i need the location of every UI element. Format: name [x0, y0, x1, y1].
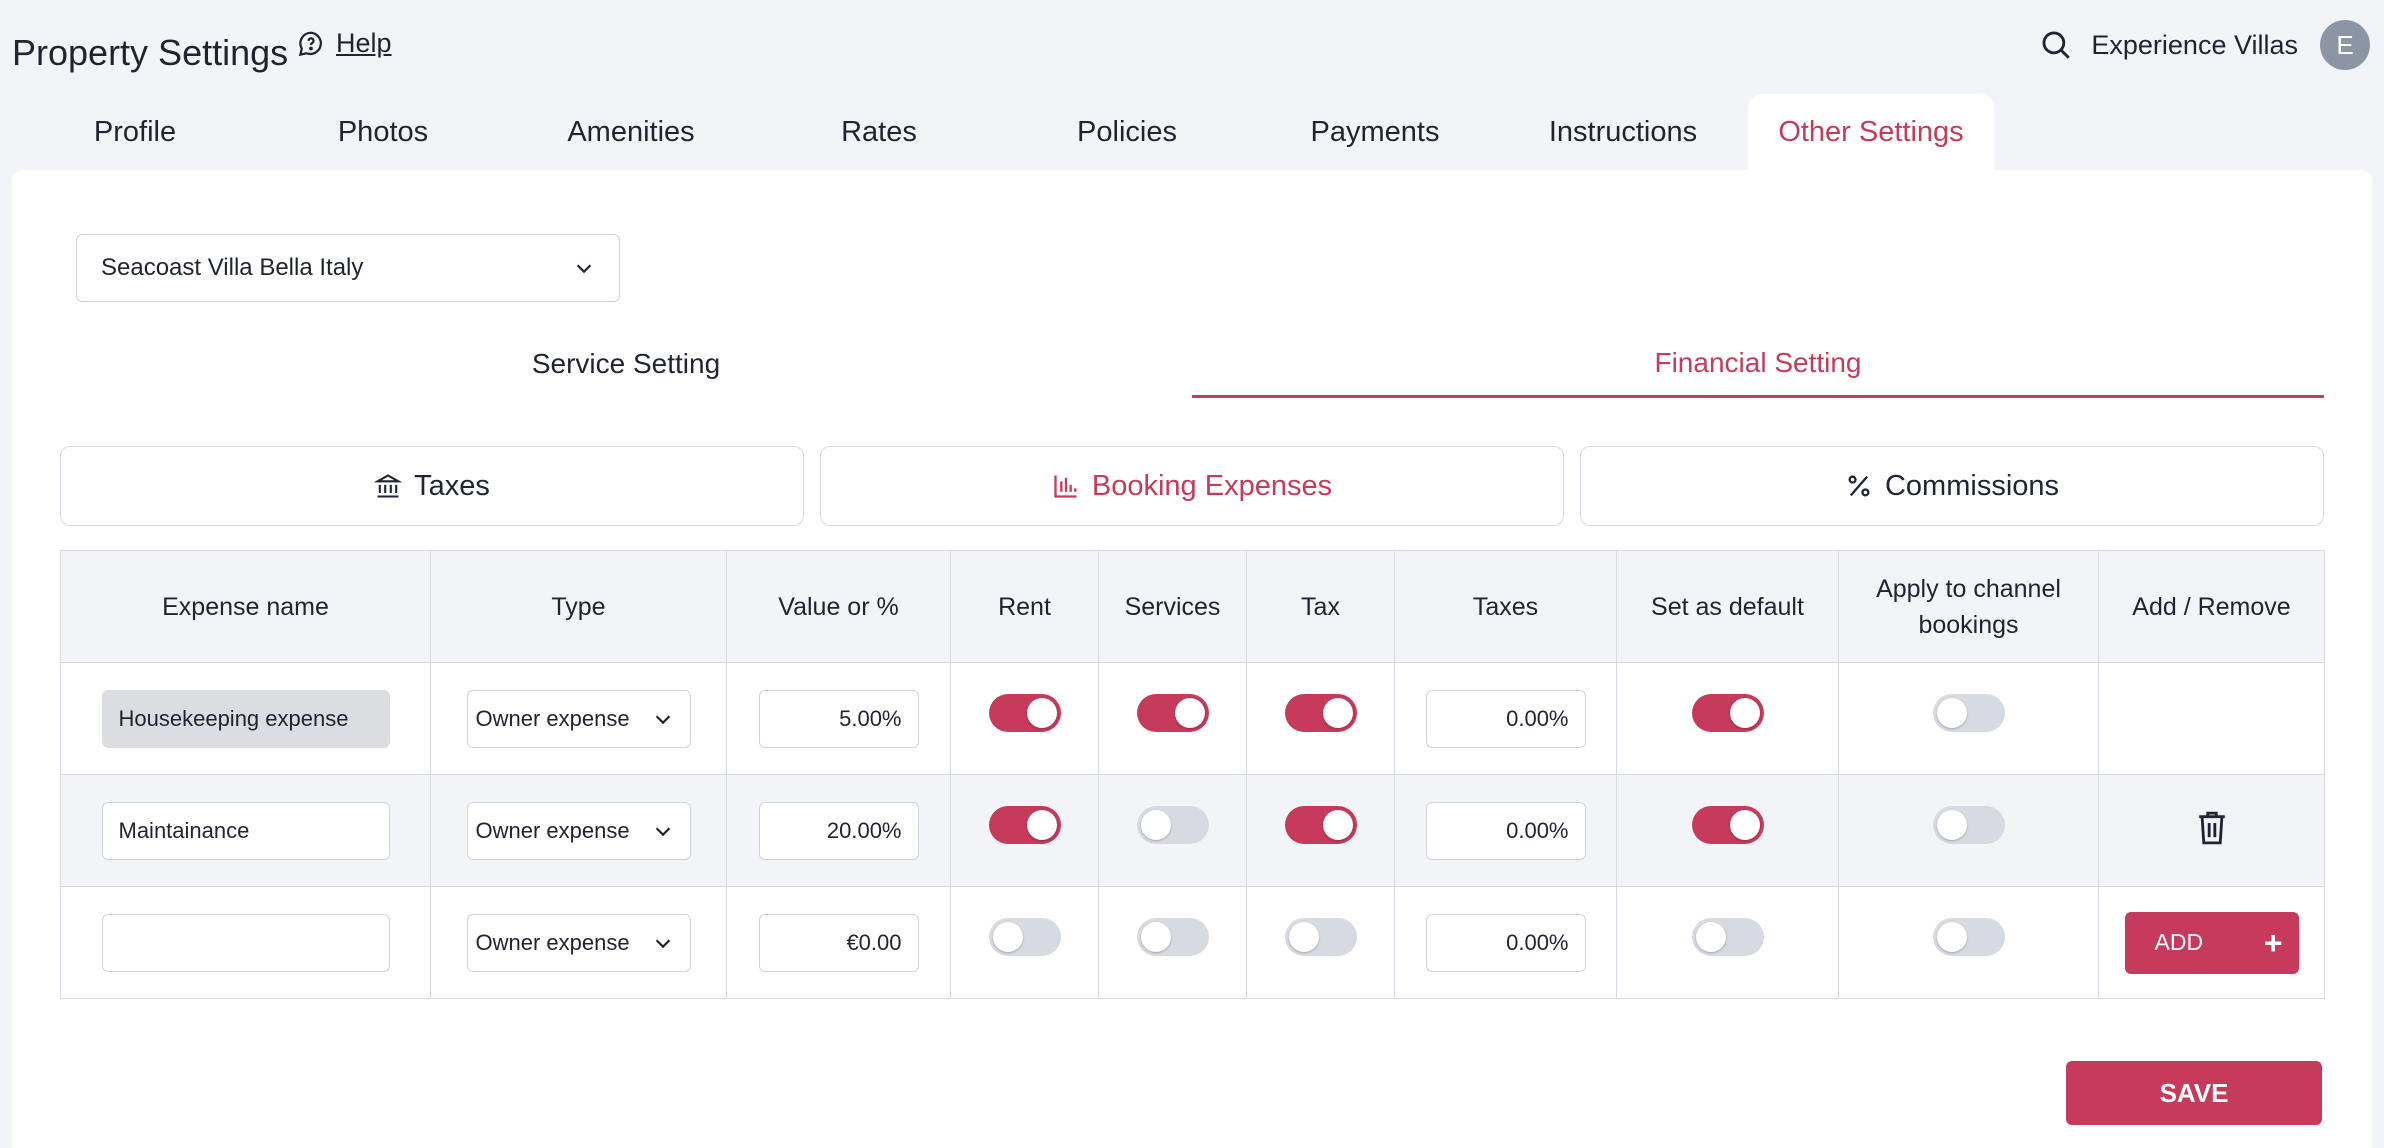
chevron-down-icon: [655, 938, 670, 948]
bank-icon: [374, 474, 403, 498]
property-select-value: Seacoast Villa Bella Italy: [101, 254, 364, 281]
type-select[interactable]: Owner expense: [466, 689, 691, 748]
tab-profile[interactable]: Profile: [93, 115, 177, 148]
bar-chart-icon: [1054, 475, 1077, 498]
chevron-down-icon: [655, 714, 670, 724]
tab-photos[interactable]: Photos: [337, 115, 429, 148]
tab-amenities[interactable]: Amenities: [567, 115, 695, 148]
type-select-value: Owner expense: [475, 929, 630, 955]
type-select-value: Owner expense: [475, 705, 630, 731]
expense-name-input[interactable]: [101, 801, 390, 860]
default-toggle[interactable]: [1691, 806, 1764, 844]
value-input[interactable]: [758, 913, 919, 972]
subtab-service-setting[interactable]: Service Setting: [531, 348, 721, 379]
tax-toggle[interactable]: [1284, 694, 1357, 732]
col-tax: Tax: [1246, 550, 1395, 663]
services-toggle[interactable]: [1136, 918, 1209, 956]
type-select-value: Owner expense: [475, 817, 630, 843]
search-icon[interactable]: [2039, 28, 2073, 62]
channel-toggle[interactable]: [1932, 694, 2005, 732]
add-label: ADD: [2154, 929, 2204, 955]
org-name: Experience Villas: [2091, 29, 2298, 60]
page-title: Property Settings: [12, 32, 289, 73]
header-right: Experience Villas E: [2039, 20, 2370, 70]
header: Property Settings Help Experience Villas…: [0, 0, 2384, 92]
col-apply-channel: Apply to channel bookings: [1838, 550, 2099, 663]
tab-policies[interactable]: Policies: [1077, 115, 1177, 148]
col-type: Type: [430, 550, 727, 663]
help-label[interactable]: Help: [336, 28, 392, 58]
add-remove-cell: [2098, 662, 2325, 775]
taxes-label: Taxes: [414, 469, 490, 502]
services-toggle[interactable]: [1136, 806, 1209, 844]
col-value: Value or %: [726, 550, 951, 663]
col-set-as-default: Set as default: [1616, 550, 1839, 663]
tab-rates[interactable]: Rates: [841, 115, 917, 148]
rent-toggle[interactable]: [988, 918, 1061, 956]
services-toggle[interactable]: [1136, 694, 1209, 732]
default-toggle[interactable]: [1691, 918, 1764, 956]
commissions-label: Commissions: [1884, 469, 2060, 502]
booking-expenses-label: Booking Expenses: [1091, 469, 1333, 502]
col-taxes: Taxes: [1394, 550, 1617, 663]
taxes-input[interactable]: [1425, 801, 1586, 860]
table-row: Owner expense ADD +: [60, 886, 2325, 999]
tab-payments[interactable]: Payments: [1310, 115, 1440, 148]
chevron-down-icon: [576, 264, 592, 274]
table-row: Owner expense: [60, 662, 2325, 775]
channel-toggle[interactable]: [1932, 806, 2005, 844]
tab-other-settings[interactable]: Other Settings: [1748, 94, 1994, 170]
type-select[interactable]: Owner expense: [466, 913, 691, 972]
table-row: Owner expense: [60, 774, 2325, 887]
trash-icon[interactable]: [2195, 809, 2229, 847]
value-input[interactable]: [758, 801, 919, 860]
tax-toggle[interactable]: [1284, 918, 1357, 956]
save-button[interactable]: SAVE: [2066, 1061, 2322, 1125]
channel-toggle[interactable]: [1932, 918, 2005, 956]
tax-toggle[interactable]: [1284, 806, 1357, 844]
avatar[interactable]: E: [2320, 20, 2370, 70]
property-select[interactable]: Seacoast Villa Bella Italy: [76, 234, 620, 302]
percent-icon: [1848, 475, 1870, 497]
col-add-remove: Add / Remove: [2098, 550, 2325, 663]
taxes-input[interactable]: [1425, 913, 1586, 972]
settings-card: Seacoast Villa Bella Italy Service Setti…: [12, 170, 2372, 1148]
default-toggle[interactable]: [1691, 694, 1764, 732]
chevron-down-icon: [655, 826, 670, 836]
col-services: Services: [1098, 550, 1247, 663]
col-rent: Rent: [950, 550, 1099, 663]
expense-name-input[interactable]: [101, 689, 390, 748]
expense-name-input[interactable]: [101, 913, 390, 972]
help-chat-icon: [298, 31, 322, 56]
rent-toggle[interactable]: [988, 694, 1061, 732]
value-input[interactable]: [758, 689, 919, 748]
add-expense-button[interactable]: ADD +: [2124, 911, 2299, 974]
booking-expenses-button[interactable]: Booking Expenses: [820, 446, 1564, 526]
top-tabs: Profile Photos Amenities Rates Policies …: [0, 94, 2384, 170]
col-expense-name: Expense name: [60, 550, 431, 663]
type-select[interactable]: Owner expense: [466, 801, 691, 860]
plus-icon: +: [2263, 924, 2283, 961]
booking-expenses-table: Expense name Type Value or % Rent Servic…: [60, 550, 2325, 999]
help-link[interactable]: Help: [296, 28, 392, 59]
commissions-button[interactable]: Commissions: [1580, 446, 2324, 526]
tab-instructions[interactable]: Instructions: [1548, 115, 1698, 148]
taxes-input[interactable]: [1425, 689, 1586, 748]
financial-sections: Taxes Booking Expenses Commissions: [60, 446, 2324, 528]
subtab-financial-setting[interactable]: Financial Setting: [1192, 330, 2324, 398]
setting-subtabs: Service Setting Financial Setting: [60, 330, 2324, 398]
rent-toggle[interactable]: [988, 806, 1061, 844]
taxes-button[interactable]: Taxes: [60, 446, 804, 526]
table-header-row: Expense name Type Value or % Rent Servic…: [60, 550, 2325, 663]
